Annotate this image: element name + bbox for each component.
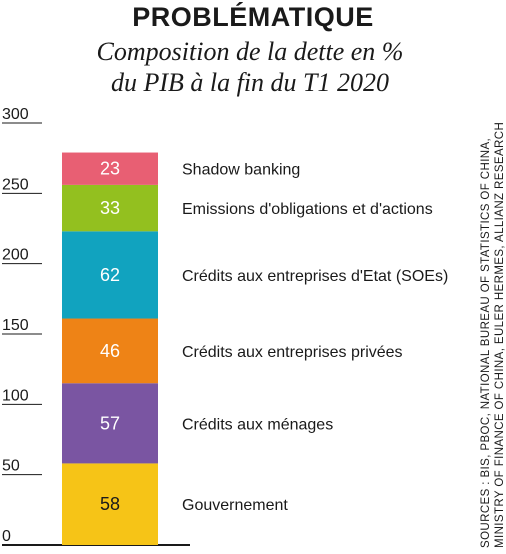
series-label: Crédits aux ménages bbox=[182, 416, 333, 433]
y-tick-label: 0 bbox=[2, 528, 11, 545]
y-tick-label: 150 bbox=[2, 317, 29, 334]
segment-value-label: 62 bbox=[100, 265, 120, 285]
segment-value-label: 46 bbox=[100, 341, 120, 361]
chart-subtitle-line-2: du PIB à la fin du T1 2020 bbox=[110, 68, 390, 97]
y-axis: 0 50 100 150 200 250 300 bbox=[2, 106, 190, 546]
bar-segment bbox=[62, 184, 158, 232]
sources-line-2: MINISTRY OF FINANCE OF CHINA, EULER HERM… bbox=[494, 121, 506, 548]
series-label: Crédits aux entreprises d'Etat (SOEs) bbox=[182, 268, 448, 285]
y-tick-label: 50 bbox=[2, 458, 20, 475]
sources-line-1: SOURCES : BIS, PBOC, NATIONAL BUREAU OF … bbox=[480, 137, 492, 548]
bar-segments: 58 57 46 62 33 23 bbox=[62, 152, 158, 545]
category-labels: Gouvernement Crédits aux ménages Crédits a… bbox=[182, 162, 448, 514]
bar-segment bbox=[62, 383, 158, 464]
bar-segment bbox=[62, 231, 158, 319]
segment-value-label: 23 bbox=[100, 159, 120, 179]
segment-value-label: 57 bbox=[100, 413, 120, 433]
series-label: Crédits aux entreprises privées bbox=[182, 344, 403, 361]
y-tick-label: 300 bbox=[2, 106, 29, 123]
sources-note: SOURCES : BIS, PBOC, NATIONAL BUREAU OF … bbox=[479, 58, 506, 548]
bar-segment bbox=[62, 152, 158, 185]
series-label: Gouvernement bbox=[182, 497, 288, 514]
series-label: Emissions d'obligations et d'actions bbox=[182, 201, 433, 218]
segment-value-label: 58 bbox=[100, 494, 120, 514]
segment-value-label: 33 bbox=[100, 198, 120, 218]
bar-segment bbox=[62, 463, 158, 545]
chart-subtitle-line-1: Composition de la dette en % bbox=[96, 37, 404, 66]
series-label: Shadow banking bbox=[182, 162, 300, 179]
y-tick-label: 200 bbox=[2, 247, 29, 264]
y-tick-label: 100 bbox=[2, 387, 29, 404]
y-tick-label: 250 bbox=[2, 176, 29, 193]
chart-title: PROBLÉMATIQUE bbox=[132, 2, 374, 32]
bar-segment bbox=[62, 318, 158, 384]
